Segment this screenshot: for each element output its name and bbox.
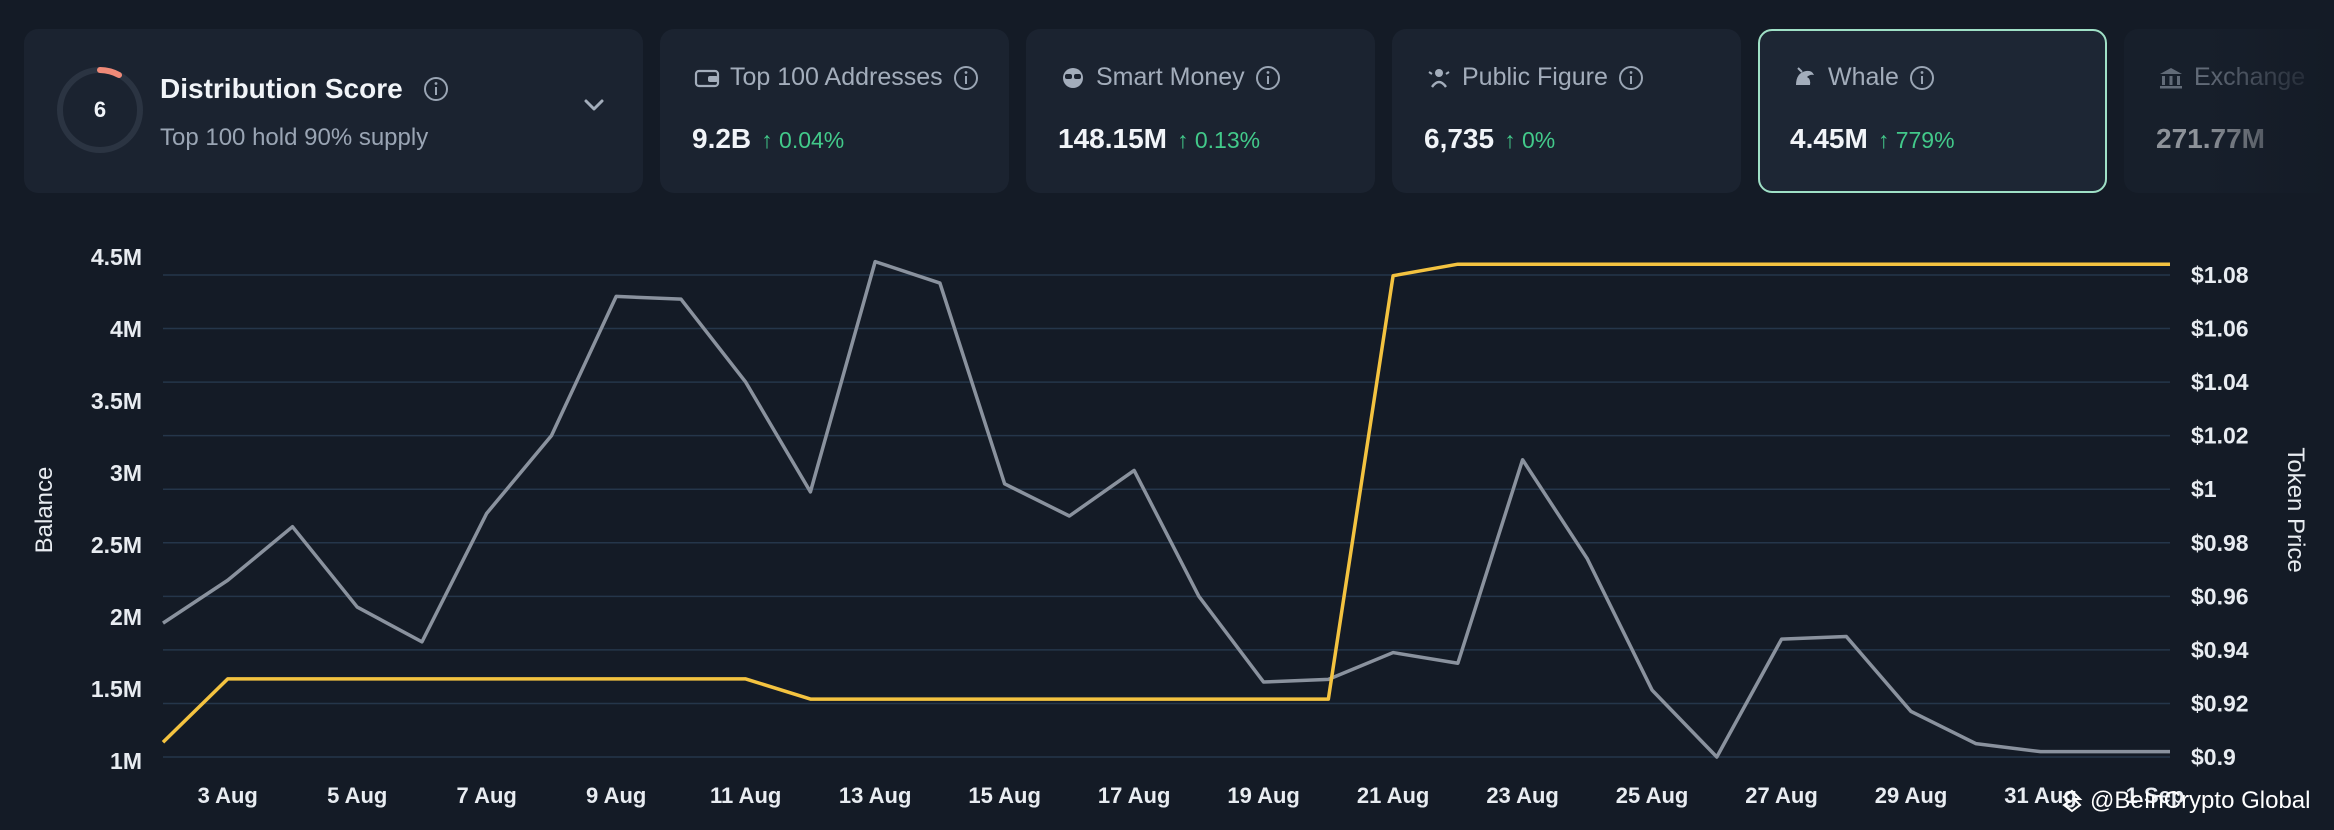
sunglasses-icon: [1063, 67, 1083, 88]
public-figure-value: 6,735: [1424, 123, 1495, 154]
distribution-score-card[interactable]: 6 Distribution Score Top 100 hold 90% su…: [24, 29, 643, 193]
y-tick-label: 2M: [110, 604, 142, 630]
y2-axis-title: Token Price: [2282, 447, 2309, 572]
watermark: @BeInCrypto Global: [2060, 787, 2310, 815]
metric-cards: 6 Distribution Score Top 100 hold 90% su…: [0, 0, 2334, 200]
y2-tick-label: $0.94: [2191, 637, 2249, 663]
x-tick-label: 27 Aug: [1745, 783, 1818, 808]
whale-icon: [1796, 66, 1814, 85]
x-tick-label: 25 Aug: [1616, 783, 1689, 808]
y-tick-label: 4M: [110, 316, 142, 342]
y2-tick-label: $1.06: [2191, 316, 2249, 342]
whale-label: Whale: [1828, 63, 1899, 91]
x-tick-label: 7 Aug: [457, 783, 517, 808]
y-tick-label: 3.5M: [91, 388, 142, 414]
y-tick-label: 4.5M: [91, 244, 142, 270]
x-tick-label: 1 Sep: [2126, 783, 2185, 808]
y-tick-label: 1.5M: [91, 676, 142, 702]
y-tick-label: 2.5M: [91, 532, 142, 558]
x-tick-label: 9 Aug: [586, 783, 646, 808]
public-figure-card[interactable]: Public Figure 6,735 ↑ 0%: [1392, 29, 1741, 193]
y2-tick-label: $0.96: [2191, 583, 2249, 609]
beincrypto-logo-icon: [2062, 789, 2083, 813]
info-icon[interactable]: [953, 65, 979, 91]
x-tick-label: 13 Aug: [839, 783, 912, 808]
whale-value: 4.45M: [1790, 123, 1868, 154]
y2-tick-label: $0.98: [2191, 530, 2249, 556]
x-tick-label: 29 Aug: [1875, 783, 1948, 808]
distribution-score-value: 6: [93, 97, 107, 122]
whale-change: ↑ 779%: [1877, 127, 1955, 153]
y2-tick-label: $1: [2191, 476, 2217, 502]
public-figure-label: Public Figure: [1462, 63, 1608, 91]
wallet-icon: [694, 69, 720, 87]
public-figure-change: ↑ 0%: [1504, 127, 1556, 153]
info-icon[interactable]: [1255, 65, 1281, 91]
top100-label: Top 100 Addresses: [730, 63, 943, 91]
x-tick-label: 19 Aug: [1227, 783, 1300, 808]
x-tick-label: 23 Aug: [1486, 783, 1559, 808]
whale-card[interactable]: Whale 4.45M ↑ 779%: [1758, 29, 2107, 193]
x-tick-label: 3 Aug: [198, 783, 258, 808]
x-tick-label: 5 Aug: [327, 783, 387, 808]
top100-card[interactable]: Top 100 Addresses 9.2B ↑ 0.04%: [660, 29, 1009, 193]
chevron-down-icon[interactable]: [580, 95, 608, 115]
smart-money-label: Smart Money: [1096, 63, 1245, 91]
smart-money-value: 148.15M: [1058, 123, 1167, 154]
x-tick-label: 11 Aug: [710, 783, 781, 808]
smart-money-card[interactable]: Smart Money 148.15M ↑ 0.13%: [1026, 29, 1375, 193]
person-icon: [1428, 68, 1450, 88]
y-axis-title: Balance: [31, 467, 58, 554]
top100-value: 9.2B: [692, 123, 752, 154]
score-ring-icon: [57, 67, 143, 153]
y2-tick-label: $0.92: [2191, 690, 2249, 716]
token-price-line: [162, 259, 2170, 759]
info-icon[interactable]: [1909, 65, 1935, 91]
distribution-score-title: Distribution Score: [160, 73, 403, 104]
y-tick-label: 1M: [110, 748, 142, 774]
bank-icon: [2160, 67, 2182, 88]
info-icon[interactable]: [423, 76, 449, 102]
y2-tick-label: $1.04: [2191, 369, 2249, 395]
x-tick-label: 17 Aug: [1098, 783, 1171, 808]
whale-balance-line: [161, 262, 2170, 744]
smart-money-change: ↑ 0.13%: [1176, 127, 1261, 153]
y-tick-label: 3M: [110, 460, 142, 486]
x-tick-label: 15 Aug: [968, 783, 1041, 808]
y2-tick-label: $1.02: [2191, 423, 2249, 449]
distribution-score-subtitle: Top 100 hold 90% supply: [160, 124, 429, 151]
top100-change: ↑ 0.04%: [761, 127, 845, 153]
info-icon[interactable]: [1618, 65, 1644, 91]
y2-tick-label: $0.9: [2191, 744, 2236, 770]
x-tick-label: 21 Aug: [1357, 783, 1430, 808]
y2-tick-label: $1.08: [2191, 262, 2249, 288]
